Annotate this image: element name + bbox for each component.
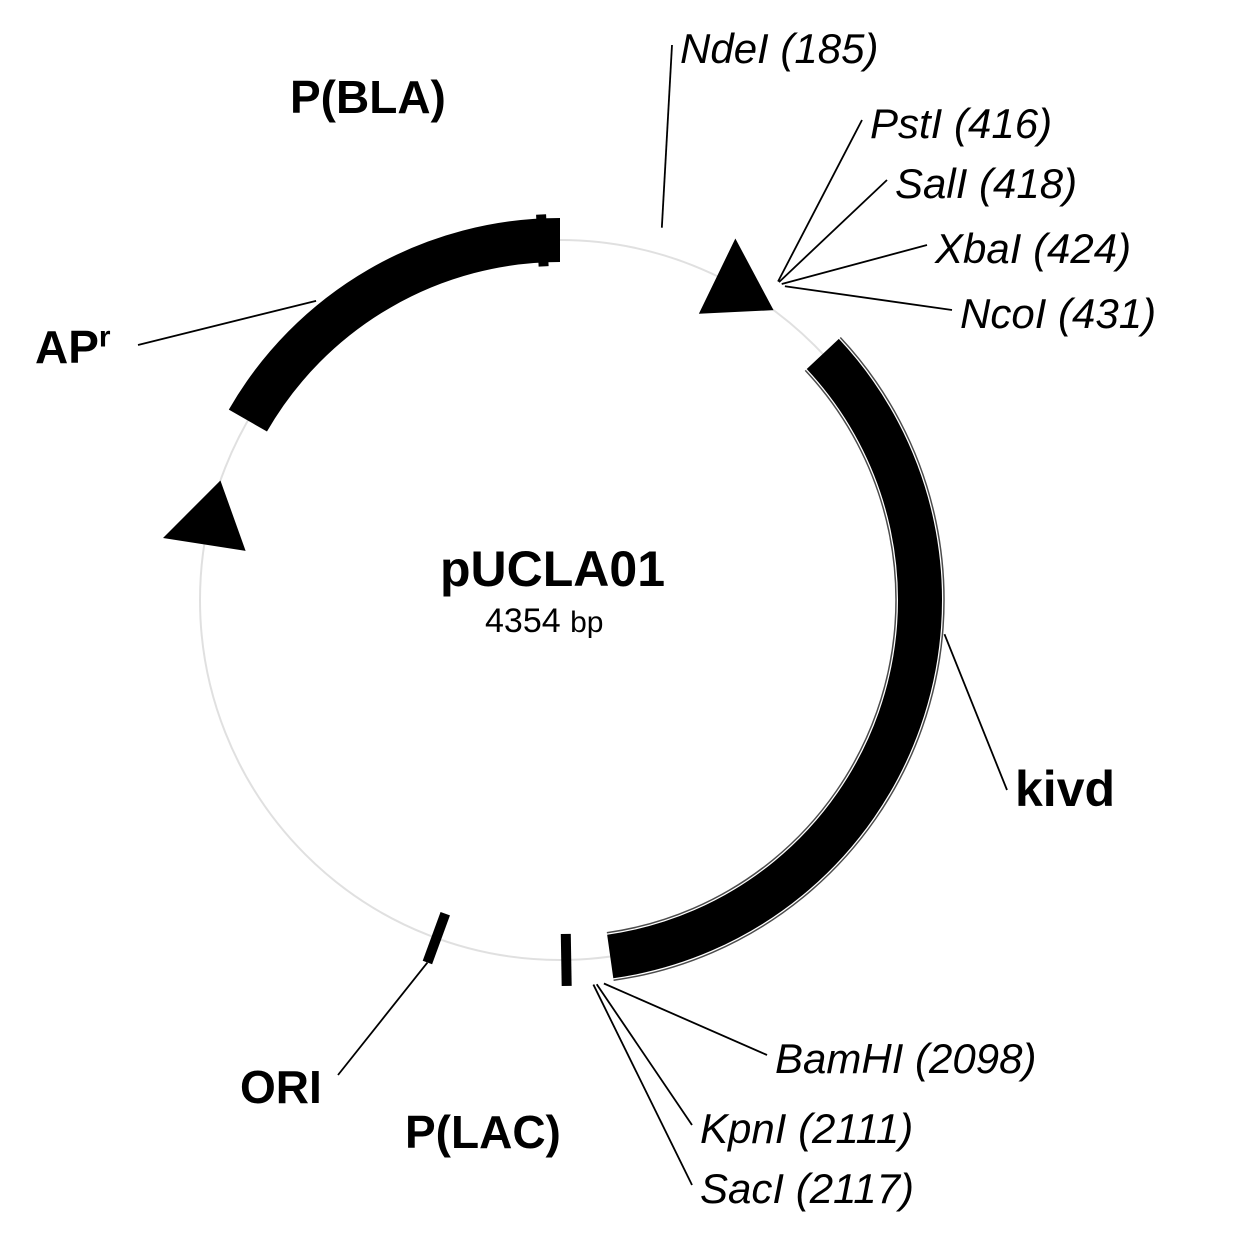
leader-line: [593, 985, 692, 1185]
leader-line: [782, 245, 927, 284]
plac-tick: [566, 934, 567, 986]
kpni-label: KpnI (2111): [700, 1105, 913, 1153]
plasmid-name: pUCLA01: [440, 540, 665, 598]
saci-label: SacI (2117): [700, 1165, 914, 1213]
ndei-label: NdeI (185): [680, 25, 878, 73]
plac-label: P(LAC): [405, 1105, 561, 1159]
plasmid-map: pUCLA01 4354 bp P(BLA) APr kivd ORI P(LAC) NdeI…: [0, 0, 1240, 1252]
sali-label: SalI (418): [895, 160, 1077, 208]
kivd-arrowhead: [699, 238, 774, 313]
ori-label: ORI: [240, 1060, 322, 1114]
leader-line: [785, 286, 952, 310]
psti-label: PstI (416): [870, 100, 1052, 148]
apr-label: APr: [35, 320, 111, 374]
apr-arc: [248, 240, 560, 421]
leader-line: [597, 984, 692, 1125]
leader-line: [778, 120, 862, 281]
kivd-label: kivd: [1015, 760, 1115, 818]
ncoi-label: NcoI (431): [960, 290, 1156, 338]
apr-arrowhead: [163, 480, 246, 550]
bamhi-label: BamHI (2098): [775, 1035, 1036, 1083]
leader-line: [779, 180, 887, 282]
leader-line: [604, 983, 767, 1055]
leader-line: [338, 963, 427, 1075]
pbla-tick: [541, 214, 544, 266]
ori-tick: [427, 914, 445, 963]
plasmid-size: 4354 bp: [485, 602, 603, 641]
leader-line: [944, 634, 1007, 790]
leader-line: [662, 45, 672, 228]
xbai-label: XbaI (424): [935, 225, 1131, 273]
pbla-label: P(BLA): [290, 70, 446, 124]
